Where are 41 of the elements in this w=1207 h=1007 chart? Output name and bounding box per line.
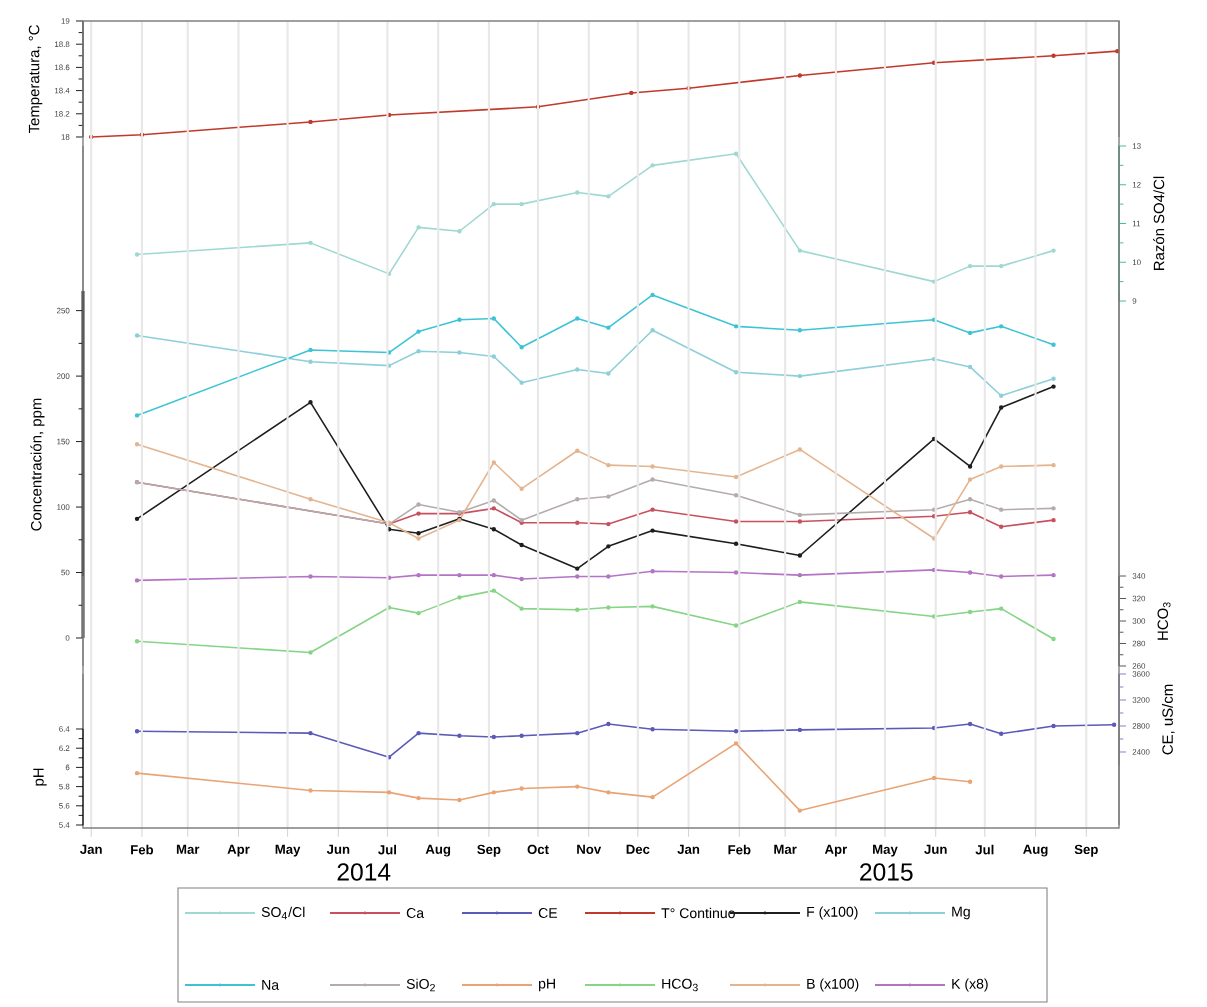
legend-label: K (x8) <box>952 978 988 992</box>
legend-label: T° Continuo <box>661 907 735 919</box>
x-tick-label: Jan <box>80 844 102 854</box>
legend-label: Mg <box>952 906 970 920</box>
x-tick-label: Aug <box>1023 844 1048 857</box>
x-tick-label: Sep <box>1074 844 1098 857</box>
x-tick-label: Jun <box>326 844 350 854</box>
x-tick-label: Sep <box>477 844 501 857</box>
y-axis-title: Temperatura, °C <box>28 25 43 134</box>
x-tick-label: Feb <box>728 844 751 855</box>
legend-label: pH <box>539 978 555 992</box>
x-tick-label: Nov <box>577 844 602 854</box>
x-tick-label: Jul <box>378 844 397 855</box>
x-tick-label: Dec <box>626 844 650 854</box>
x-tick-label: Feb <box>131 844 154 855</box>
legend-label: SiO$_{2}$ <box>406 978 435 992</box>
x-tick-label: Jun <box>924 844 947 854</box>
legend-label: Ca <box>406 908 425 918</box>
legend-label: B (x100) <box>807 978 859 992</box>
y-axis-title: pH <box>33 768 47 786</box>
x-tick-label: Mar <box>774 844 797 854</box>
x-tick-label: Oct <box>527 844 549 855</box>
text: 2015 <box>860 863 913 881</box>
y2-axis-title: HCO$_{3}$ <box>1157 602 1171 640</box>
x-tick-label: Mar <box>176 844 200 854</box>
x-tick-label: Apr <box>824 844 848 857</box>
legend-label: Na <box>262 980 280 990</box>
text: 2014 <box>337 863 391 881</box>
legend-label: F (x100) <box>807 906 858 920</box>
x-tick-label: May <box>275 844 301 857</box>
x-tick-label: Aug <box>425 844 451 857</box>
x-tick-label: Jan <box>677 844 700 854</box>
x-tick-label: Jul <box>975 844 994 855</box>
y2-axis-title: CE, uS/cm <box>1161 684 1175 755</box>
legend-label: SO$_{4}$/Cl <box>261 906 305 920</box>
y2-axis-title: Razón SO4/Cl <box>1153 176 1165 271</box>
x-tick-label: Apr <box>227 844 250 857</box>
x-tick-label: May <box>873 844 898 857</box>
legend-label: CE <box>538 908 558 918</box>
legend-label: HCO$_{3}$ <box>662 978 698 992</box>
y-axis-title: Concentración, ppm <box>30 398 45 531</box>
